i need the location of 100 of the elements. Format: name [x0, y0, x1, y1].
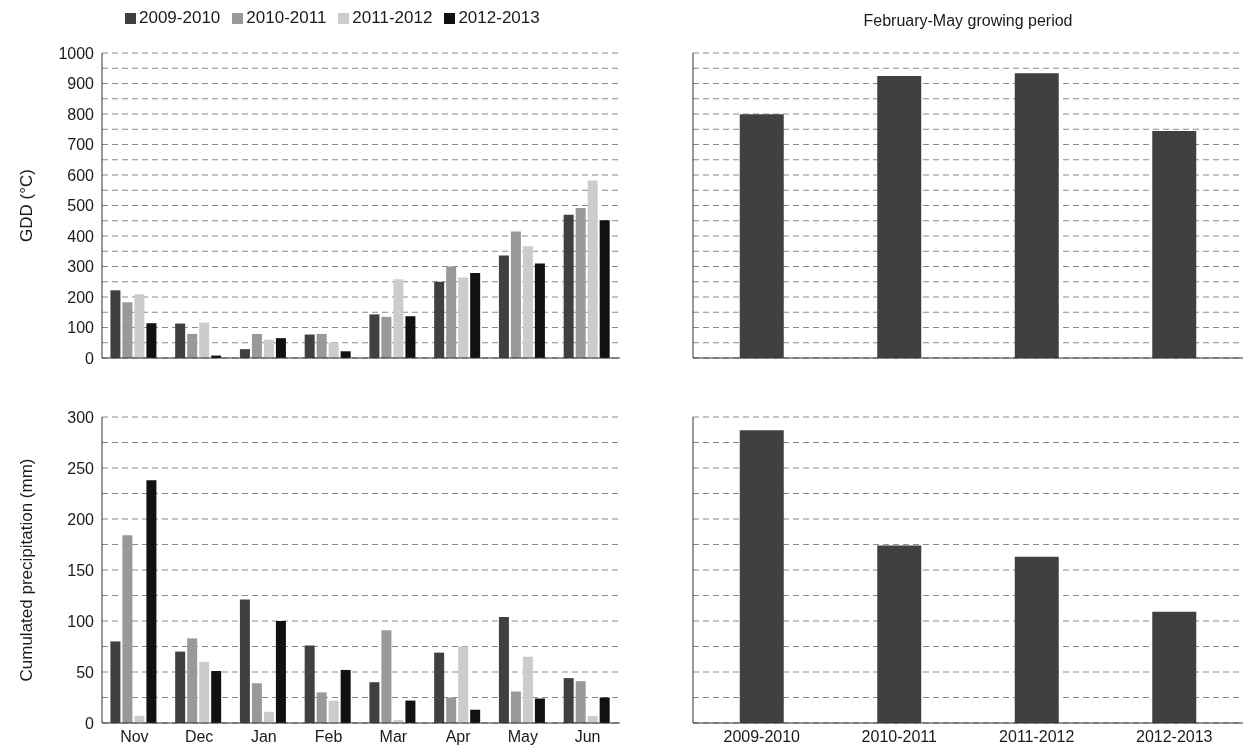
bar: [369, 682, 380, 723]
bar: [587, 180, 598, 358]
y-tick-label: 700: [67, 136, 95, 154]
bar: [739, 430, 784, 723]
legend-label: 2012-2013: [458, 8, 540, 28]
y-tick-label: 0: [85, 349, 95, 367]
bar: [563, 678, 574, 723]
bar: [458, 646, 469, 723]
x-tick-label: Dec: [184, 728, 214, 746]
y-tick-label: 400: [67, 227, 95, 245]
x-tick-label: Apr: [445, 728, 472, 746]
bar: [110, 641, 121, 723]
x-tick-label: 2012-2013: [1135, 728, 1213, 746]
bar: [239, 599, 250, 723]
bar: [446, 266, 457, 358]
y-tick-label: 500: [67, 197, 95, 215]
y-tick-label: 800: [67, 105, 95, 123]
x-tick-label: 2010-2011: [861, 728, 938, 746]
y-axis-title: Cumulated precipitation (mm): [17, 458, 37, 682]
bar: [316, 333, 327, 358]
bar: [405, 700, 416, 723]
bar: [381, 316, 392, 358]
bar: [328, 342, 339, 358]
bar: [239, 349, 250, 358]
bar: [522, 246, 533, 358]
y-tick-label: 200: [67, 510, 95, 528]
legend-label: 2010-2011: [246, 8, 327, 28]
bar: [304, 334, 315, 358]
bar: [251, 333, 262, 358]
bar: [575, 207, 586, 358]
bar: [175, 323, 186, 358]
bar: [393, 279, 404, 358]
bar: [369, 314, 380, 358]
bar: [877, 545, 922, 723]
bar: [470, 272, 481, 358]
bar: [316, 692, 327, 723]
bar: [434, 652, 445, 723]
bar: [470, 709, 481, 723]
bar: [534, 263, 545, 358]
bar: [122, 302, 133, 358]
y-tick-label: 900: [67, 75, 95, 93]
bar: [877, 75, 922, 358]
bar: [134, 294, 145, 358]
bar: [405, 316, 416, 358]
bar: [534, 698, 545, 723]
bar: [563, 214, 574, 358]
bar: [187, 333, 198, 358]
y-tick-label: 250: [67, 459, 95, 477]
x-tick-label: May: [507, 728, 538, 746]
bar: [304, 645, 315, 723]
legend-label: 2011-2012: [352, 8, 433, 28]
y-tick-label: 1000: [58, 44, 95, 62]
bar: [434, 281, 445, 358]
bar: [1152, 611, 1197, 723]
y-tick-label: 100: [67, 612, 95, 630]
bar: [187, 638, 198, 723]
bar: [1152, 131, 1197, 358]
bar: [146, 323, 157, 358]
y-axis-title: GDD (°C): [17, 169, 37, 242]
bar: [599, 220, 610, 358]
bar: [199, 322, 210, 358]
bar: [739, 114, 784, 358]
x-tick-label: Jun: [574, 728, 601, 746]
y-tick-label: 300: [67, 258, 95, 276]
bar: [458, 277, 469, 358]
x-tick-label: Jan: [250, 728, 277, 746]
bar: [175, 651, 186, 723]
y-tick-label: 600: [67, 166, 95, 184]
y-tick-label: 300: [67, 408, 95, 426]
y-tick-label: 100: [67, 319, 95, 337]
bar: [122, 535, 133, 723]
bar: [498, 255, 509, 358]
bar: [146, 480, 157, 723]
bar: [275, 338, 286, 358]
bar: [1014, 556, 1059, 723]
x-tick-label: 2009-2010: [723, 728, 801, 746]
bar: [211, 670, 222, 723]
bar: [510, 691, 521, 723]
y-tick-label: 0: [85, 714, 95, 732]
x-tick-label: Feb: [314, 728, 343, 746]
bar: [251, 683, 262, 723]
bar: [263, 339, 274, 358]
x-tick-label: 2011-2012: [999, 728, 1075, 746]
bar: [340, 669, 351, 723]
bar: [328, 700, 339, 723]
bar: [381, 630, 392, 723]
bar: [199, 661, 210, 723]
y-tick-label: 50: [76, 663, 95, 681]
legend-label: 2009-2010: [139, 8, 221, 28]
x-tick-label: Mar: [379, 728, 408, 746]
x-tick-label: Nov: [120, 728, 149, 746]
bar: [1014, 73, 1059, 358]
y-tick-label: 150: [67, 561, 95, 579]
bar: [575, 681, 586, 723]
bar: [498, 616, 509, 723]
bar: [599, 697, 610, 723]
bar: [510, 231, 521, 358]
bar: [446, 697, 457, 723]
chart-title: February-May growing period: [862, 12, 1074, 30]
bar: [110, 290, 121, 358]
